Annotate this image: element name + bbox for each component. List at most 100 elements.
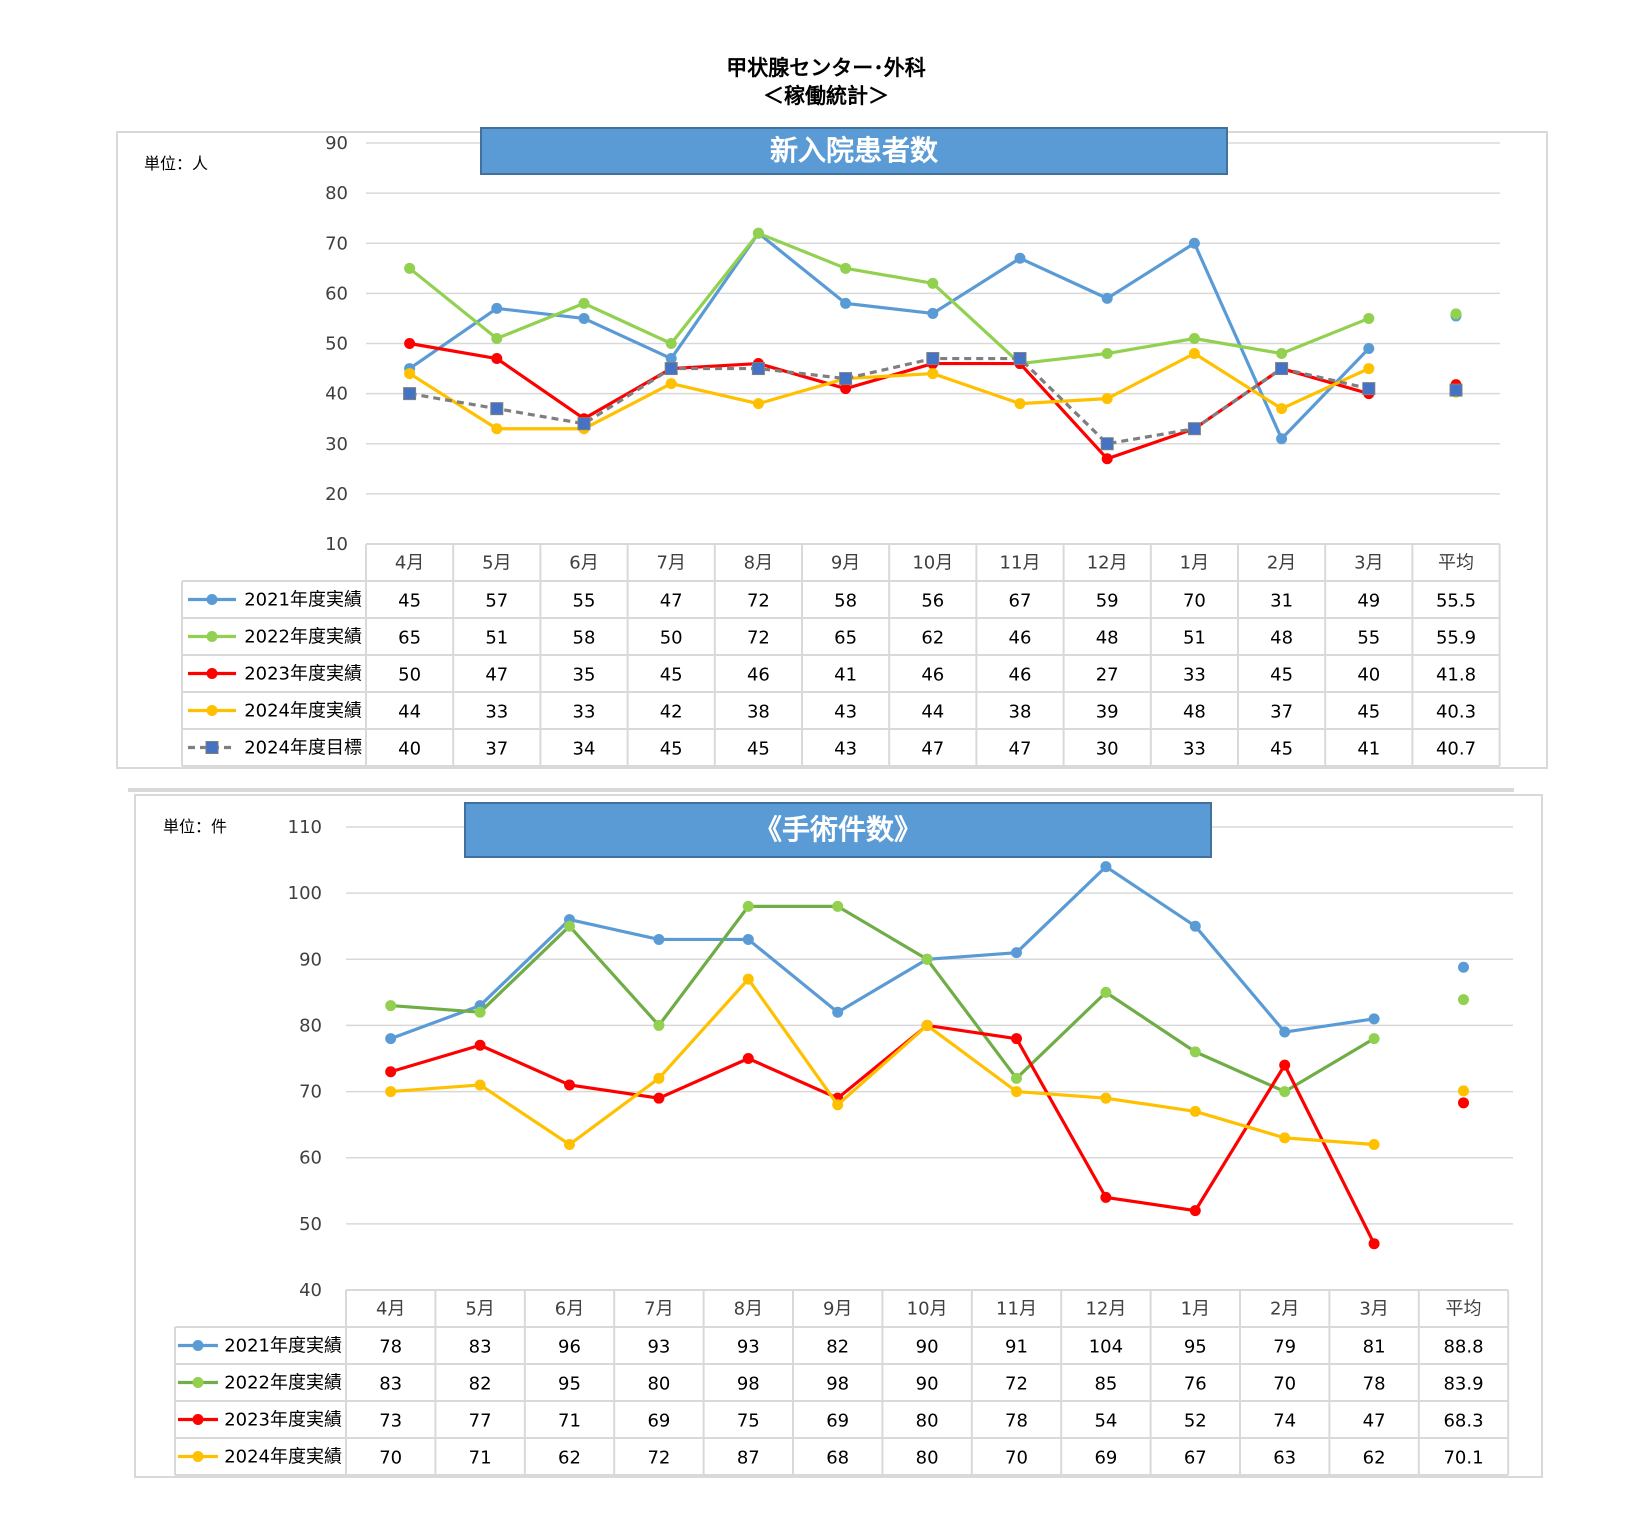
legend-marker — [206, 594, 218, 605]
table-cell-value: 38 — [747, 702, 770, 723]
table-cell-value: 62 — [558, 1448, 581, 1469]
table-cell-value: 95 — [1184, 1337, 1207, 1358]
data-point — [1011, 1072, 1022, 1084]
data-point — [1011, 947, 1022, 959]
data-point — [1363, 363, 1375, 375]
legend-marker — [206, 705, 218, 716]
data-point — [1276, 348, 1288, 360]
data-point — [1189, 1046, 1201, 1058]
table-cell-average: 55.5 — [1436, 591, 1476, 612]
table-cell-average: 83.9 — [1443, 1374, 1483, 1395]
data-point — [921, 953, 933, 965]
data-point — [1189, 920, 1201, 932]
data-point — [1100, 861, 1112, 873]
data-point — [927, 307, 939, 319]
table-cell-value: 83 — [469, 1337, 492, 1358]
y-tick-label: 50 — [299, 1214, 322, 1235]
data-point — [1014, 252, 1026, 264]
table-cell-value: 46 — [921, 665, 944, 686]
data-point — [404, 368, 416, 380]
table-cell-average: 40.3 — [1436, 702, 1476, 723]
table-cell-value: 79 — [1273, 1337, 1296, 1358]
x-category-label: 12月 — [1085, 1299, 1126, 1320]
table-cell-value: 78 — [1363, 1374, 1386, 1395]
x-category-label: 7月 — [644, 1299, 673, 1320]
table-cell-value: 57 — [485, 591, 508, 612]
data-point — [564, 920, 575, 932]
table-cell-value: 78 — [379, 1337, 402, 1358]
data-point — [1275, 362, 1289, 376]
table-cell-value: 87 — [737, 1448, 760, 1469]
table-cell-value: 85 — [1094, 1374, 1117, 1395]
x-category-label: 2月 — [1270, 1299, 1299, 1320]
table-cell-value: 47 — [1009, 739, 1032, 760]
x-category-label: 1月 — [1180, 553, 1209, 574]
table-cell-value: 40 — [398, 739, 421, 760]
series-line — [408, 351, 1370, 431]
table-cell-value: 34 — [573, 739, 596, 760]
legend-series-name: 2023年度実績 — [224, 1410, 342, 1431]
table-cell-value: 72 — [747, 628, 770, 649]
table-cell-value: 71 — [469, 1448, 492, 1469]
y-tick-label: 70 — [325, 233, 348, 254]
data-point — [1368, 1033, 1380, 1045]
data-point — [564, 1079, 575, 1091]
table-cell-value: 81 — [1363, 1337, 1386, 1358]
y-tick-label: 110 — [288, 817, 322, 838]
x-category-label: 6月 — [555, 1299, 584, 1320]
data-point — [564, 1138, 575, 1150]
data-point — [1363, 312, 1375, 324]
data-point — [1101, 292, 1113, 304]
x-category-label: 8月 — [734, 1299, 763, 1320]
data-point — [665, 353, 677, 365]
legend-marker — [192, 1414, 204, 1425]
data-point — [1100, 1191, 1112, 1203]
table-cell-value: 49 — [1357, 591, 1380, 612]
table-cell-average: 55.9 — [1436, 628, 1476, 649]
chart-title-admissions: 新入院患者数 — [480, 127, 1228, 175]
table-cell-value: 80 — [647, 1374, 670, 1395]
table-cell-average: 41.8 — [1436, 665, 1476, 686]
table-cell-value: 72 — [647, 1448, 670, 1469]
average-header-label: 平均 — [1438, 553, 1474, 574]
table-cell-value: 46 — [1009, 665, 1032, 686]
data-point — [742, 973, 754, 985]
table-cell-value: 40 — [1357, 665, 1380, 686]
data-point — [832, 900, 844, 912]
data-point — [742, 900, 754, 912]
table-cell-value: 55 — [1357, 628, 1380, 649]
data-point — [491, 353, 503, 365]
legend-series-name: 2022年度実績 — [224, 1373, 342, 1394]
x-category-label: 10月 — [912, 553, 953, 574]
data-point — [832, 1099, 844, 1111]
table-cell-value: 70 — [1273, 1374, 1296, 1395]
series-line — [408, 231, 1370, 366]
table-cell-value: 71 — [558, 1411, 581, 1432]
table-cell-value: 33 — [485, 702, 508, 723]
series-line — [409, 356, 1370, 446]
series-line — [390, 977, 1375, 1147]
data-point — [385, 1066, 397, 1078]
data-point — [404, 338, 416, 349]
data-point — [1101, 348, 1113, 360]
table-cell-value: 95 — [558, 1374, 581, 1395]
table-cell-value: 50 — [660, 628, 683, 649]
table-cell-value: 70 — [1183, 591, 1206, 612]
table-cell-value: 65 — [398, 628, 421, 649]
data-point — [474, 1039, 486, 1051]
series-line — [390, 865, 1375, 1041]
data-point — [742, 1053, 754, 1064]
table-cell-value: 77 — [469, 1411, 492, 1432]
data-point — [1011, 1033, 1022, 1045]
table-cell-value: 41 — [834, 665, 857, 686]
table-cell-value: 45 — [1357, 702, 1380, 723]
table-cell-value: 82 — [469, 1374, 492, 1395]
data-point — [385, 1086, 397, 1098]
table-cell-value: 37 — [1270, 702, 1293, 723]
data-point — [1100, 437, 1114, 451]
table-cell-value: 69 — [1094, 1448, 1117, 1469]
data-point — [840, 262, 852, 274]
average-header-label: 平均 — [1446, 1299, 1482, 1320]
table-cell-value: 90 — [916, 1337, 939, 1358]
table-cell-value: 80 — [916, 1411, 939, 1432]
